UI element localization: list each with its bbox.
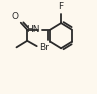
Text: O: O xyxy=(12,12,19,21)
Text: HN: HN xyxy=(26,25,39,34)
Text: Br: Br xyxy=(39,43,49,52)
Text: F: F xyxy=(59,2,64,11)
